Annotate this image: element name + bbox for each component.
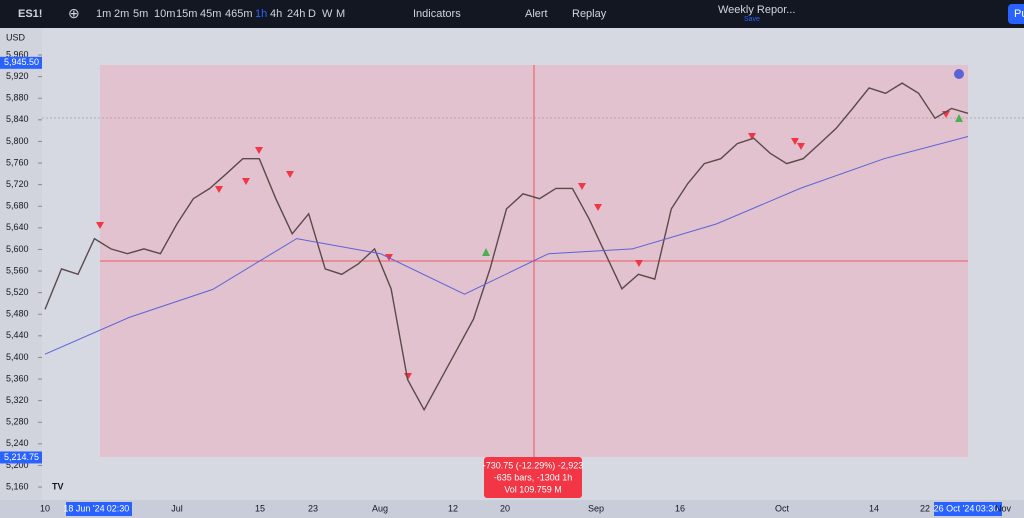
buy-signal xyxy=(482,248,490,256)
buy-signal xyxy=(955,114,963,122)
sell-signal xyxy=(286,171,294,178)
x-tick-label: Nov xyxy=(995,503,1012,513)
interval-button[interactable]: 5m xyxy=(133,8,149,20)
y-tick-label: 5,280 xyxy=(6,417,29,427)
y-tick-label: 5,640 xyxy=(6,222,29,232)
x-tick-label: 15 xyxy=(255,503,265,513)
y-tick-label: 5,960 xyxy=(6,49,29,59)
y-tick-label: 5,720 xyxy=(6,179,29,189)
time-axis xyxy=(0,500,1024,518)
y-tick-label: 5,600 xyxy=(6,244,29,254)
price-marker xyxy=(0,451,42,464)
y-tick-label: 5,920 xyxy=(6,71,29,81)
measure-text: -635 bars, -130d 1h xyxy=(494,472,573,482)
sell-signal xyxy=(748,133,756,140)
toolbar: ES1! ⊕ 1m 2m 5m 10m 15m 45m 465m 1h 4h 24h D W M Ind… xyxy=(0,0,1024,28)
interval-button[interactable]: 4h xyxy=(270,8,283,20)
layout-status: Save xyxy=(744,16,760,23)
y-tick-label: 5,680 xyxy=(6,201,29,211)
x-tick-label: 22 xyxy=(920,503,930,513)
interval-button[interactable]: W xyxy=(322,8,333,20)
y-tick-label: 5,160 xyxy=(6,481,29,491)
price-marker-label: 5,945.50 xyxy=(4,57,39,67)
sell-signal xyxy=(594,204,602,211)
price-marker xyxy=(0,56,42,69)
measure-box xyxy=(484,457,582,498)
series-line xyxy=(44,136,969,355)
y-tick-label: 5,760 xyxy=(6,157,29,167)
time-highlight xyxy=(66,502,132,516)
interval-button[interactable]: 10m xyxy=(154,8,176,20)
x-tick-label: 18 Jun '24 xyxy=(63,503,104,513)
y-tick-label: 5,360 xyxy=(6,373,29,383)
y-tick-label: 5,560 xyxy=(6,265,29,275)
alert-dot xyxy=(954,69,964,79)
signals xyxy=(96,111,950,380)
y-tick-label: 5,320 xyxy=(6,395,29,405)
currency[interactable]: USD xyxy=(6,32,26,42)
interval-button[interactable]: 15m xyxy=(176,8,198,20)
publish-button[interactable]: Pu xyxy=(1008,4,1024,24)
x-tick-label: Sep xyxy=(588,503,604,513)
y-tick-label: 5,240 xyxy=(6,438,29,448)
x-tick-label: Jul xyxy=(171,503,183,513)
sell-signal xyxy=(791,138,799,145)
x-tick-label: 26 Oct '24 xyxy=(934,503,975,513)
y-tick-label: 5,480 xyxy=(6,309,29,319)
interval-button[interactable]: D xyxy=(308,8,316,20)
sell-signal xyxy=(578,183,586,190)
series-line xyxy=(44,82,969,412)
measure-text: -730.75 (-12.29%) -2,923 xyxy=(483,460,584,470)
x-tick-label: 14 xyxy=(869,503,879,513)
x-tick-label: 02:30 xyxy=(107,503,130,513)
sell-signal xyxy=(635,260,643,267)
sell-signal xyxy=(96,222,104,229)
y-tick-label: 5,800 xyxy=(6,136,29,146)
sell-signal xyxy=(404,373,412,380)
replay-button[interactable]: Replay xyxy=(572,8,607,20)
y-tick-label: 5,200 xyxy=(6,460,29,470)
interval-button[interactable]: M xyxy=(336,8,346,20)
y-tick-label: 5,440 xyxy=(6,330,29,340)
x-tick-label: 16 xyxy=(675,503,685,513)
interval-button[interactable]: 1m xyxy=(96,8,112,20)
y-tick-label: 5,520 xyxy=(6,287,29,297)
indicators-button[interactable]: Indicators xyxy=(413,8,461,20)
sell-signal xyxy=(242,178,250,185)
time-highlight xyxy=(934,502,1002,516)
y-tick-label: 5,400 xyxy=(6,352,29,362)
chart: USD TV 5,160 5,200 5,240 5,280 5,320 5,360 5,4… xyxy=(0,28,1024,518)
y-tick-label: 5,840 xyxy=(6,114,29,124)
x-tick-label: 23 xyxy=(308,503,318,513)
x-tick-label: 20 xyxy=(500,503,510,513)
x-tick-label: 03:30 xyxy=(976,503,999,513)
interval-button[interactable]: 24h xyxy=(287,8,306,20)
symbol[interactable]: ES1! xyxy=(18,8,43,20)
price-marker-label: 5,214.75 xyxy=(4,452,39,462)
interval-button[interactable]: 1h xyxy=(255,8,268,20)
logo: TV xyxy=(52,481,64,491)
sell-signal xyxy=(255,147,263,154)
x-tick-label: Aug xyxy=(372,503,388,513)
alert-button[interactable]: Alert xyxy=(525,8,548,20)
measure-text: Vol 109.759 M xyxy=(504,484,562,494)
chart-background xyxy=(0,28,1024,518)
x-tick-label: 10 xyxy=(40,503,50,513)
add-symbol[interactable]: ⊕ xyxy=(68,5,80,21)
sell-signal xyxy=(215,186,223,193)
interval-button[interactable]: 45m xyxy=(200,8,222,20)
currency-box[interactable] xyxy=(0,30,40,44)
interval-button[interactable]: 465m xyxy=(225,8,253,20)
layout-name[interactable]: Weekly Repor... xyxy=(718,4,796,16)
x-tick-label: 12 xyxy=(448,503,458,513)
sell-signal xyxy=(797,143,805,150)
price-axis xyxy=(0,28,42,518)
interval-button[interactable]: 2m xyxy=(114,8,130,20)
x-tick-label: Oct xyxy=(775,503,790,513)
y-tick-label: 5,880 xyxy=(6,93,29,103)
